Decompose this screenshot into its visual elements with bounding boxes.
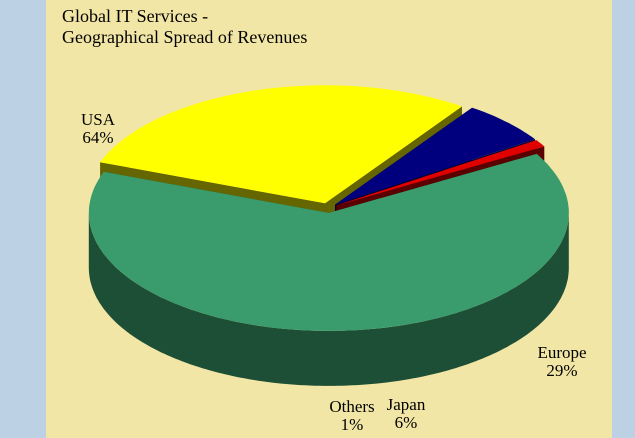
chart-title: Global IT Services -: [62, 6, 208, 26]
slice-tops: [88, 85, 569, 331]
slice-outer-wall: [88, 212, 569, 386]
slice: [88, 153, 569, 331]
slice-label: Others: [329, 397, 374, 416]
slice-label: Japan: [387, 395, 426, 414]
slice: [100, 85, 462, 204]
slice-value-label: 6%: [395, 413, 418, 432]
slice: [336, 140, 545, 206]
slice-value-label: 1%: [341, 415, 364, 434]
slice-value-label: 29%: [546, 361, 577, 380]
slice-label: Europe: [537, 343, 586, 362]
slice-value-label: 64%: [82, 128, 113, 147]
chart-subtitle: Geographical Spread of Revenues: [62, 27, 307, 47]
slice: [335, 107, 535, 205]
slice-label: USA: [81, 110, 116, 129]
